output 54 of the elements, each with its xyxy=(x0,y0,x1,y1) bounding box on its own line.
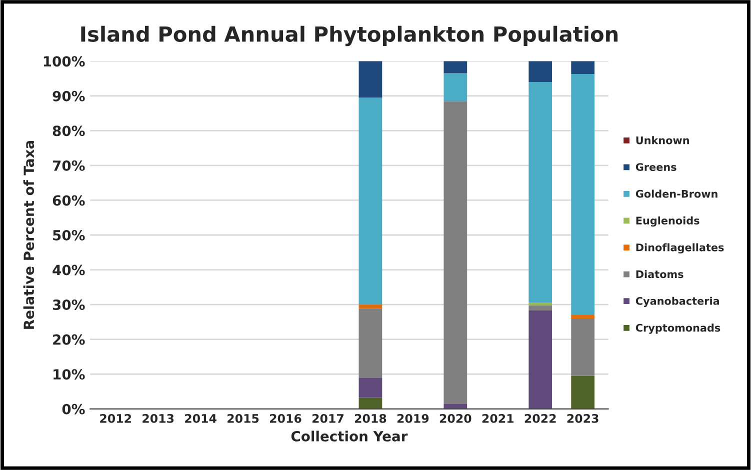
bar xyxy=(571,314,595,318)
bar xyxy=(444,101,468,404)
bar xyxy=(358,398,382,409)
x-tick-label: 2021 xyxy=(482,414,514,423)
x-axis-title: Collection Year xyxy=(291,430,408,442)
y-tick-label: 90% xyxy=(52,90,85,102)
y-tick-label: 10% xyxy=(54,369,85,380)
x-tick-label: 2023 xyxy=(567,414,598,423)
y-tick-label: 70% xyxy=(52,160,85,171)
legend-label: Unknown xyxy=(636,136,689,144)
chart-title: Island Pond Annual Phytoplankton Population xyxy=(81,26,618,46)
legend-label: Greens xyxy=(636,163,676,171)
bar xyxy=(571,376,595,409)
legend-label: Cryptomonads xyxy=(636,324,720,334)
bar xyxy=(528,305,552,310)
y-tick-label: 20% xyxy=(53,334,85,345)
legend-label: Cyanobacteria xyxy=(636,296,720,307)
x-tick-label: 2014 xyxy=(185,414,216,423)
y-tick-label: 60% xyxy=(52,195,85,206)
bar xyxy=(528,82,552,303)
bar xyxy=(571,74,595,315)
x-tick-label: 2015 xyxy=(228,414,259,423)
legend-label: Dinoflagellates xyxy=(636,243,724,254)
x-tick-label: 2012 xyxy=(100,414,132,423)
bar xyxy=(358,98,382,304)
y-axis-title: Relative Percent of Taxa xyxy=(23,140,34,329)
x-tick-label: 2020 xyxy=(440,414,472,423)
x-tick-label: 2017 xyxy=(312,414,344,423)
legend-label: Diatoms xyxy=(636,270,684,278)
legend-label: Euglenoids xyxy=(636,216,700,227)
bar xyxy=(358,308,382,378)
legend-label: Golden-Brown xyxy=(636,190,718,198)
bar xyxy=(571,61,595,74)
x-tick-label: 2022 xyxy=(524,414,556,423)
bar xyxy=(528,310,552,409)
bar xyxy=(358,304,382,308)
y-tick-label: 80% xyxy=(52,126,85,136)
bar xyxy=(444,73,468,102)
x-tick-label: 2019 xyxy=(397,414,429,423)
y-tick-label: 40% xyxy=(52,264,85,276)
x-tick-label: 2016 xyxy=(270,414,302,423)
bar xyxy=(358,378,382,398)
y-tick-label: 100% xyxy=(44,56,85,67)
bar xyxy=(571,318,595,376)
x-tick-label: 2018 xyxy=(354,414,386,423)
y-tick-label: 0% xyxy=(62,404,85,414)
bar xyxy=(528,302,552,306)
bar xyxy=(444,404,468,409)
bar xyxy=(528,61,552,82)
bar xyxy=(358,61,382,98)
x-tick-label: 2013 xyxy=(142,414,174,423)
y-tick-label: 50% xyxy=(53,230,85,240)
bar xyxy=(444,61,468,74)
y-tick-label: 30% xyxy=(52,300,85,310)
